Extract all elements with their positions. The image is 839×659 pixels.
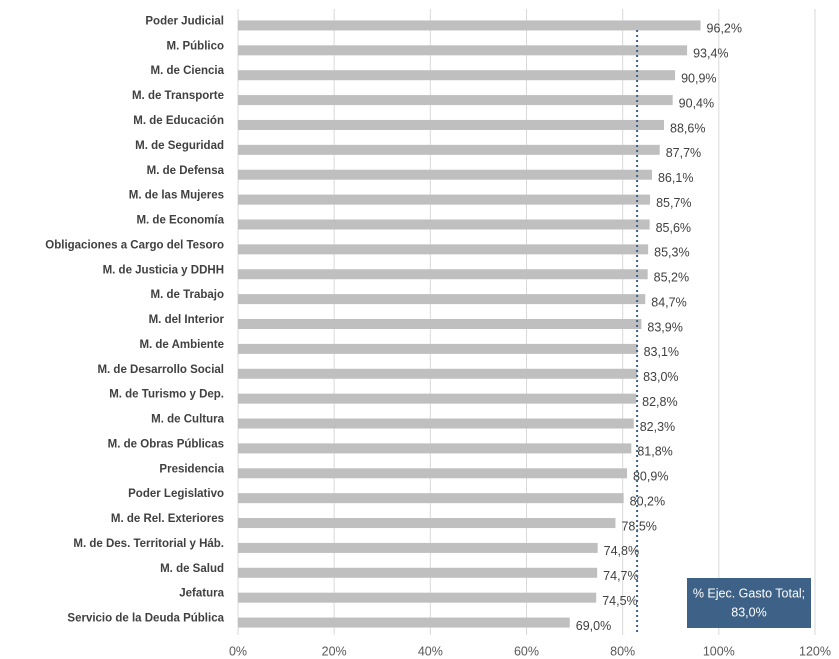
bar: [238, 617, 570, 628]
value-label: 96,2%: [707, 22, 742, 36]
value-label: 81,8%: [637, 445, 672, 459]
value-label: 85,6%: [656, 221, 691, 235]
category-label: Presidencia: [159, 463, 224, 475]
category-label: M. de Rel. Exteriores: [111, 513, 224, 525]
bar: [238, 592, 597, 603]
value-label: 84,7%: [651, 295, 686, 309]
x-tick-label: 0%: [229, 644, 247, 658]
value-label: 82,8%: [642, 395, 677, 409]
category-label: M. de Desarrollo Social: [97, 364, 224, 376]
value-label: 78,5%: [621, 519, 656, 533]
bar: [238, 368, 638, 379]
value-label: 83,9%: [647, 320, 682, 334]
value-label: 82,3%: [640, 420, 675, 434]
bar: [238, 418, 634, 429]
bar: [238, 294, 646, 305]
bar: [238, 70, 676, 81]
value-label: 88,6%: [670, 121, 705, 135]
x-tick-label: 80%: [610, 644, 635, 658]
value-label: 90,4%: [679, 96, 714, 110]
bar: [238, 169, 652, 180]
category-label: Servicio de la Deuda Pública: [67, 613, 224, 625]
value-label: 85,2%: [654, 271, 689, 285]
bar: [238, 219, 650, 230]
x-tick-label: 120%: [799, 644, 831, 658]
bar: [238, 542, 598, 553]
annotation-value: 83,0%: [731, 605, 766, 619]
category-label: Obligaciones a Cargo del Tesoro: [45, 239, 224, 251]
bar: [238, 269, 648, 280]
value-label: 74,7%: [603, 569, 638, 583]
category-label: M. de Turismo y Dep.: [109, 389, 224, 401]
x-tick-label: 40%: [418, 644, 443, 658]
annotation-label: % Ejec. Gasto Total;: [693, 586, 805, 600]
value-label: 83,0%: [643, 370, 678, 384]
value-label: 69,0%: [576, 619, 611, 633]
category-label: M. del Interior: [149, 314, 225, 326]
bar: [238, 95, 673, 106]
x-tick-label: 20%: [322, 644, 347, 658]
value-label: 83,1%: [644, 345, 679, 359]
value-label: 85,7%: [656, 196, 691, 210]
bar: [238, 443, 632, 454]
category-label: Poder Legislativo: [128, 488, 224, 500]
x-tick-label: 100%: [703, 644, 735, 658]
category-label: M. de Ciencia: [151, 65, 225, 77]
bar: [238, 393, 637, 404]
value-label: 80,2%: [630, 494, 665, 508]
category-label: M. de Trabajo: [151, 289, 225, 301]
bar: [238, 144, 660, 155]
x-tick-label: 60%: [514, 644, 539, 658]
value-label: 80,9%: [633, 470, 668, 484]
category-label: M. de Seguridad: [135, 140, 224, 152]
bar: [238, 119, 665, 130]
annotation-box: [687, 578, 811, 628]
value-label: 90,9%: [681, 71, 716, 85]
value-label: 85,3%: [654, 246, 689, 260]
value-label: 93,4%: [693, 47, 728, 61]
value-label: 74,8%: [604, 544, 639, 558]
category-label: Poder Judicial: [145, 15, 224, 27]
bar: [238, 244, 649, 255]
bar: [238, 194, 651, 205]
category-label: M. de Obras Públicas: [108, 438, 224, 450]
category-label: M. de Justicia y DDHH: [103, 264, 224, 276]
bar: [238, 319, 642, 329]
bar: [238, 45, 688, 56]
category-label: M. de Defensa: [147, 165, 225, 177]
value-label: 74,5%: [602, 594, 637, 608]
category-label: Jefatura: [179, 588, 224, 600]
value-label: 87,7%: [666, 146, 701, 160]
bar: [238, 518, 616, 529]
bar: [238, 468, 627, 479]
category-label: M. de Educación: [133, 115, 224, 127]
category-label: M. Público: [167, 40, 225, 52]
category-label: M. de Cultura: [151, 414, 224, 426]
category-label: M. de Salud: [160, 563, 224, 575]
category-label: M. de las Mujeres: [129, 190, 224, 202]
category-label: M. de Des. Territorial y Háb.: [73, 538, 224, 550]
bar: [238, 567, 598, 578]
category-label: M. de Transporte: [132, 90, 224, 102]
bar: [238, 20, 701, 31]
category-label: M. de Economía: [136, 215, 224, 227]
bar: [238, 343, 638, 354]
category-label: M. de Ambiente: [139, 339, 224, 351]
value-label: 86,1%: [658, 171, 693, 185]
bar: [238, 493, 624, 504]
